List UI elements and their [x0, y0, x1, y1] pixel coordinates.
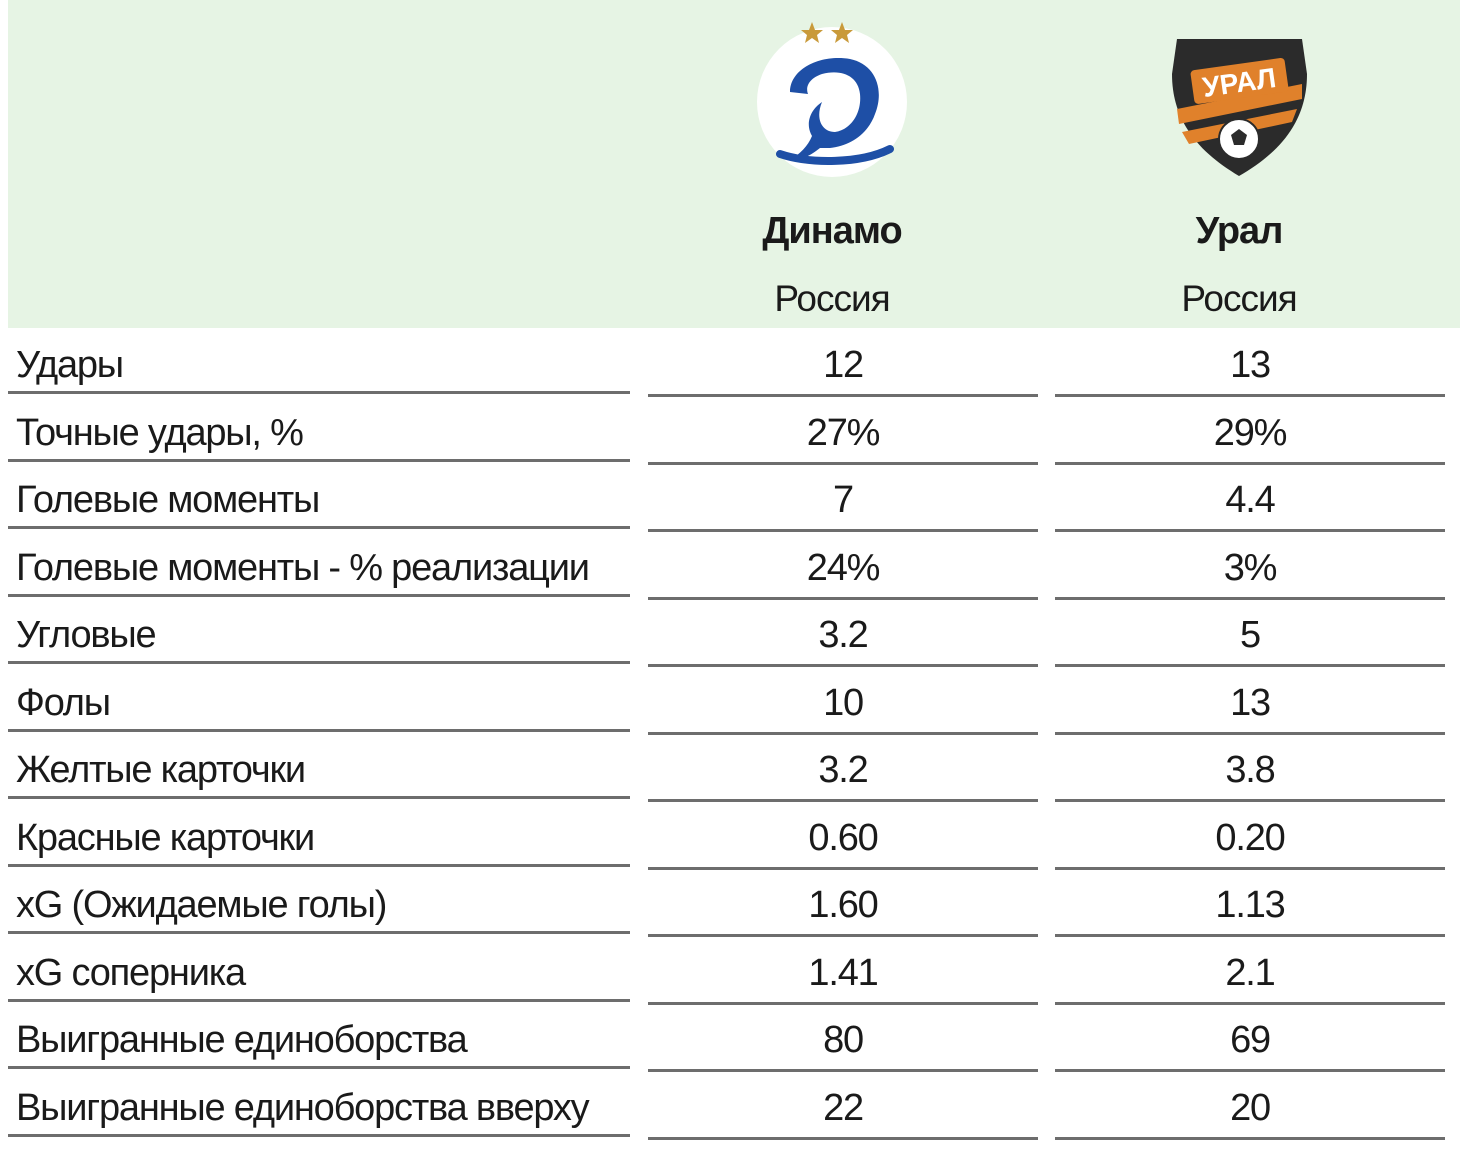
stat-value-home: 1.60	[648, 870, 1038, 937]
stat-value-away: 4.4	[1055, 465, 1445, 532]
stat-value-home: 7	[648, 465, 1038, 532]
stat-value-away: 29%	[1055, 398, 1445, 465]
stat-value-home: 22	[648, 1073, 1038, 1140]
table-row: Угловые 3.2 5	[8, 600, 1448, 668]
table-row: Выигранные единоборства вверху 22 20	[8, 1073, 1448, 1141]
stat-value-away: 0.20	[1055, 803, 1445, 870]
team-country-home: Россия	[774, 278, 890, 319]
stats-table: Удары 12 13 Точные удары, % 27% 29% Голевые мо…	[8, 330, 1448, 1140]
stat-label: Голевые моменты	[8, 465, 630, 529]
stat-label: Фолы	[8, 668, 630, 732]
table-row: xG (Ожидаемые голы) 1.60 1.13	[8, 870, 1448, 938]
team-name-home: Динамо	[762, 210, 902, 252]
table-row: Желтые карточки 3.2 3.8	[8, 735, 1448, 803]
stat-value-away: 1.13	[1055, 870, 1445, 937]
stat-label: Желтые карточки	[8, 735, 630, 799]
team-name-away: Урал	[1195, 210, 1284, 252]
table-row: Голевые моменты 7 4.4	[8, 465, 1448, 533]
stat-value-away: 13	[1055, 330, 1445, 397]
stat-label: Выигранные единоборства	[8, 1005, 630, 1069]
stat-value-home: 3.2	[648, 600, 1038, 667]
stat-value-home: 1.41	[648, 938, 1038, 1005]
stat-label: Выигранные единоборства вверху	[8, 1073, 630, 1137]
stat-label: Удары	[8, 330, 630, 394]
stat-value-home: 27%	[648, 398, 1038, 465]
table-row: Голевые моменты - % реализации 24% 3%	[8, 533, 1448, 601]
ural-logo-icon: УРАЛ	[1171, 39, 1307, 176]
team-column-home: Динамо Россия	[682, 0, 982, 319]
stat-value-home: 10	[648, 668, 1038, 735]
stat-value-home: 80	[648, 1005, 1038, 1072]
stat-label: xG (Ожидаемые голы)	[8, 870, 630, 934]
table-row: Красные карточки 0.60 0.20	[8, 803, 1448, 871]
table-row: Удары 12 13	[8, 330, 1448, 398]
team-country-away: Россия	[1181, 278, 1297, 319]
stat-label: Точные удары, %	[8, 398, 630, 462]
stat-value-away: 69	[1055, 1005, 1445, 1072]
table-row: Выигранные единоборства 80 69	[8, 1005, 1448, 1073]
stat-value-home: 0.60	[648, 803, 1038, 870]
dynamo-logo-icon	[756, 22, 907, 177]
stat-value-home: 3.2	[648, 735, 1038, 802]
stat-label: xG соперника	[8, 938, 630, 1002]
stat-value-home: 12	[648, 330, 1038, 397]
table-row: Точные удары, % 27% 29%	[8, 398, 1448, 466]
table-row: Фолы 10 13	[8, 668, 1448, 736]
stat-value-home: 24%	[648, 533, 1038, 600]
stat-value-away: 3%	[1055, 533, 1445, 600]
stat-label: Голевые моменты - % реализации	[8, 533, 630, 597]
stat-value-away: 2.1	[1055, 938, 1445, 1005]
stat-label: Красные карточки	[8, 803, 630, 867]
stat-label: Угловые	[8, 600, 630, 664]
stat-value-away: 20	[1055, 1073, 1445, 1140]
stat-value-away: 13	[1055, 668, 1445, 735]
stat-value-away: 5	[1055, 600, 1445, 667]
team-column-away: УРАЛ Урал Россия	[1089, 0, 1389, 319]
table-row: xG соперника 1.41 2.1	[8, 938, 1448, 1006]
stat-value-away: 3.8	[1055, 735, 1445, 802]
